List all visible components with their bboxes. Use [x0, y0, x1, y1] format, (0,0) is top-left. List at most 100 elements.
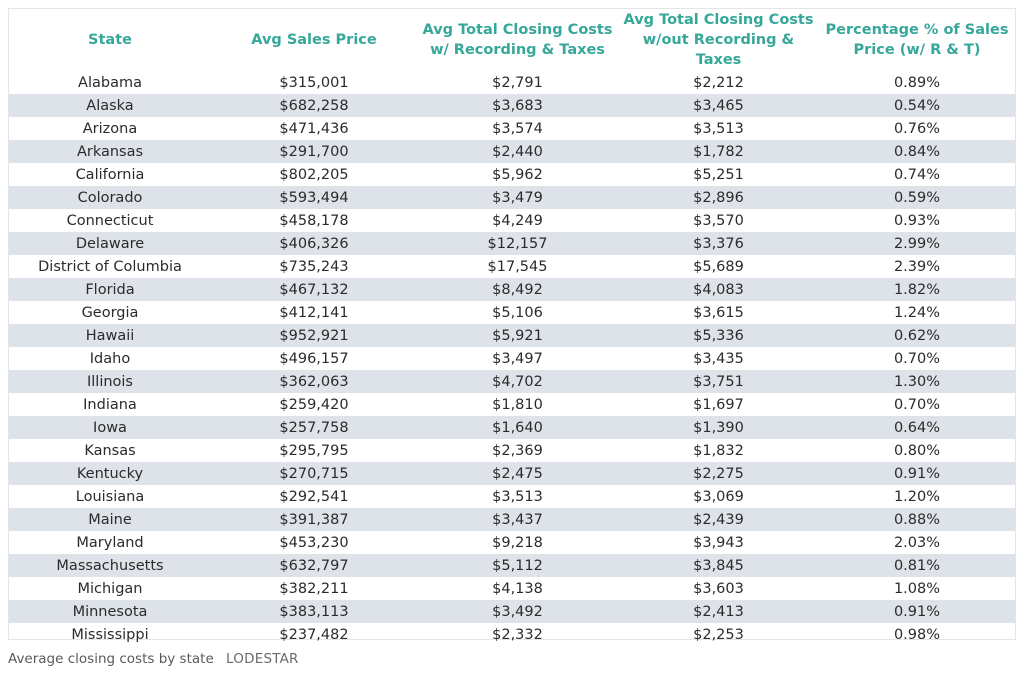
- cell-closing-costs-with-rt: $4,702: [417, 370, 618, 393]
- cell-percentage: 2.39%: [893, 258, 941, 275]
- caption-source: LODESTAR: [226, 651, 299, 667]
- cell-closing-costs-with-rt: $2,791: [492, 74, 543, 91]
- cell-closing-costs-with-rt: $9,218: [492, 534, 543, 551]
- cell-closing-costs-with-rt: $3,497: [492, 350, 543, 367]
- header-state: State: [88, 32, 132, 48]
- cell-closing-costs-without-rt: $2,896: [618, 186, 819, 209]
- cell-closing-costs-without-rt: $5,336: [618, 324, 819, 347]
- table-row: Massachusetts $632,797 $5,112 $3,845 0.81%: [9, 554, 1015, 577]
- cell-state: Idaho: [89, 350, 131, 367]
- cell-percentage: 1.24%: [893, 304, 941, 321]
- cell-avg-sales-price: $270,715: [211, 462, 417, 485]
- table-row: Louisiana $292,541 $3,513 $3,069 1.20%: [9, 485, 1015, 508]
- cell-state: Massachusetts: [9, 554, 211, 577]
- table-row: Maryland $453,230 $9,218 $3,943 2.03%: [9, 531, 1015, 554]
- cell-closing-costs-with-rt: $3,574: [492, 120, 543, 137]
- cell-percentage: 1.08%: [893, 580, 941, 597]
- table-row: Delaware $406,326 $12,157 $3,376 2.99%: [9, 232, 1015, 255]
- table-row: Alabama $315,001 $2,791 $2,212 0.89%: [9, 71, 1015, 94]
- cell-closing-costs-with-rt: $3,437: [417, 508, 618, 531]
- cell-state: Alabama: [78, 74, 142, 91]
- cell-closing-costs-without-rt: $3,465: [618, 94, 819, 117]
- header-percentage-of-price: Percentage % of Sales Price (w/ R & T): [825, 22, 1009, 58]
- cell-percentage: 0.88%: [819, 508, 1015, 531]
- cell-closing-costs-without-rt: $2,439: [618, 508, 819, 531]
- cell-closing-costs-without-rt: $4,083: [618, 278, 819, 301]
- table-row: Illinois $362,063 $4,702 $3,751 1.30%: [9, 370, 1015, 393]
- table-row: Georgia $412,141 $5,106 $3,615 1.24%: [9, 301, 1015, 324]
- table-row: California $802,205 $5,962 $5,251 0.74%: [9, 163, 1015, 186]
- cell-state: Hawaii: [9, 324, 211, 347]
- cell-avg-sales-price: $237,482: [279, 626, 349, 643]
- cell-avg-sales-price: $682,258: [211, 94, 417, 117]
- cell-closing-costs-without-rt: $1,832: [693, 442, 744, 459]
- cell-closing-costs-with-rt: $3,513: [492, 488, 543, 505]
- cell-percentage: 0.89%: [893, 74, 941, 91]
- cell-avg-sales-price: $391,387: [211, 508, 417, 531]
- cell-closing-costs-with-rt: $3,492: [417, 600, 618, 623]
- cell-state: Florida: [9, 278, 211, 301]
- cell-closing-costs-without-rt: $3,435: [693, 350, 744, 367]
- table-row: Connecticut $458,178 $4,249 $3,570 0.93%: [9, 209, 1015, 232]
- image-caption: Average closing costs by state LODESTAR: [8, 651, 299, 667]
- cell-avg-sales-price: $593,494: [211, 186, 417, 209]
- cell-closing-costs-with-rt: $2,332: [492, 626, 543, 643]
- cell-state: Connecticut: [66, 212, 154, 229]
- table-row: Arkansas $291,700 $2,440 $1,782 0.84%: [9, 140, 1015, 163]
- cell-percentage: 1.30%: [819, 370, 1015, 393]
- cell-closing-costs-with-rt: $3,479: [417, 186, 618, 209]
- table-body: Alabama $315,001 $2,791 $2,212 0.89% Alaska $6…: [9, 71, 1015, 646]
- cell-avg-sales-price: $412,141: [279, 304, 349, 321]
- table-row: Maine $391,387 $3,437 $2,439 0.88%: [9, 508, 1015, 531]
- cell-closing-costs-without-rt: $1,782: [618, 140, 819, 163]
- cell-avg-sales-price: $292,541: [279, 488, 349, 505]
- table-row: Florida $467,132 $8,492 $4,083 1.82%: [9, 278, 1015, 301]
- table-row: Iowa $257,758 $1,640 $1,390 0.64%: [9, 416, 1015, 439]
- cell-percentage: 0.62%: [819, 324, 1015, 347]
- cell-state: Arkansas: [9, 140, 211, 163]
- cell-percentage: 0.64%: [819, 416, 1015, 439]
- cell-state: Colorado: [9, 186, 211, 209]
- cell-avg-sales-price: $257,758: [211, 416, 417, 439]
- cell-avg-sales-price: $382,211: [279, 580, 349, 597]
- cell-percentage: 1.20%: [893, 488, 941, 505]
- cell-percentage: 0.91%: [819, 462, 1015, 485]
- cell-percentage: 0.93%: [893, 212, 941, 229]
- cell-state: Louisiana: [75, 488, 145, 505]
- cell-percentage: 1.82%: [819, 278, 1015, 301]
- cell-closing-costs-without-rt: $2,212: [693, 74, 744, 91]
- cell-avg-sales-price: $496,157: [279, 350, 349, 367]
- cell-closing-costs-without-rt: $3,751: [618, 370, 819, 393]
- cell-state: Alaska: [9, 94, 211, 117]
- cell-percentage: 0.76%: [893, 120, 941, 137]
- cell-state: Minnesota: [9, 600, 211, 623]
- cell-closing-costs-without-rt: $3,570: [693, 212, 744, 229]
- cell-avg-sales-price: $467,132: [211, 278, 417, 301]
- cell-closing-costs-without-rt: $3,603: [693, 580, 744, 597]
- cell-avg-sales-price: $383,113: [211, 600, 417, 623]
- table-row: Kansas $295,795 $2,369 $1,832 0.80%: [9, 439, 1015, 462]
- table-row: Kentucky $270,715 $2,475 $2,275 0.91%: [9, 462, 1015, 485]
- table-row: District of Columbia $735,243 $17,545 $5,68…: [9, 255, 1015, 278]
- cell-closing-costs-with-rt: $2,369: [492, 442, 543, 459]
- cell-state: Kentucky: [9, 462, 211, 485]
- cell-closing-costs-without-rt: $3,513: [693, 120, 744, 137]
- cell-percentage: 0.84%: [819, 140, 1015, 163]
- cell-avg-sales-price: $259,420: [279, 396, 349, 413]
- cell-state: Maryland: [76, 534, 144, 551]
- cell-closing-costs-without-rt: $5,689: [693, 258, 744, 275]
- cell-avg-sales-price: $295,795: [279, 442, 349, 459]
- cell-percentage: 0.81%: [819, 554, 1015, 577]
- cell-closing-costs-without-rt: $1,390: [618, 416, 819, 439]
- cell-closing-costs-with-rt: $2,440: [417, 140, 618, 163]
- cell-closing-costs-without-rt: $3,845: [618, 554, 819, 577]
- cell-closing-costs-without-rt: $2,253: [693, 626, 744, 643]
- cell-closing-costs-without-rt: $3,943: [693, 534, 744, 551]
- cell-state: District of Columbia: [38, 258, 182, 275]
- cell-avg-sales-price: $632,797: [211, 554, 417, 577]
- cell-closing-costs-without-rt: $3,069: [693, 488, 744, 505]
- table-row: Minnesota $383,113 $3,492 $2,413 0.91%: [9, 600, 1015, 623]
- cell-avg-sales-price: $315,001: [279, 74, 349, 91]
- cell-avg-sales-price: $458,178: [279, 212, 349, 229]
- cell-percentage: 0.74%: [893, 166, 941, 183]
